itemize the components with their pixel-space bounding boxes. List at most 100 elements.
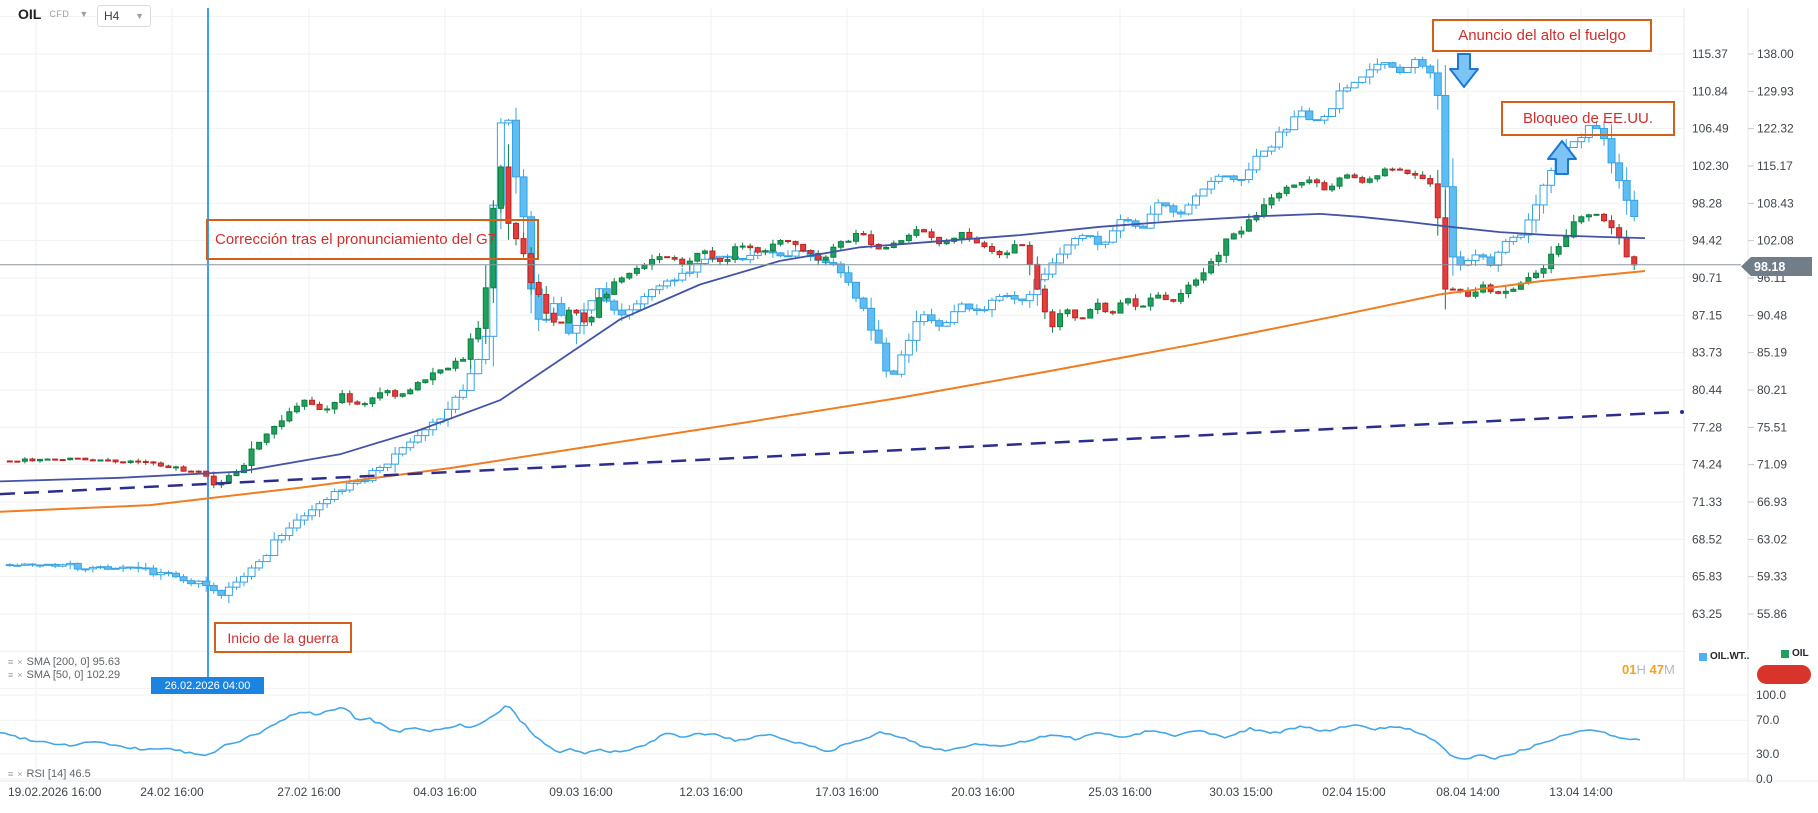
candle-body <box>1350 81 1359 89</box>
candle-body <box>1253 214 1260 221</box>
candle-body <box>135 460 142 463</box>
down-arrow-icon[interactable] <box>1447 52 1481 90</box>
annotation-us-block[interactable]: Bloqueo de EE.UU. <box>1501 101 1675 136</box>
candle-body <box>942 322 951 327</box>
candle-body <box>1427 178 1434 185</box>
legend-item-oil[interactable]: OIL <box>1781 648 1809 659</box>
sma50-line <box>0 212 1646 483</box>
candle-body <box>543 293 550 314</box>
candle-body <box>331 402 338 410</box>
wti-axis-tick: 115.37 <box>1692 47 1728 61</box>
annotation-ceasefire[interactable]: Anuncio del alto el fuelgo <box>1432 19 1652 52</box>
candle-body <box>460 358 467 362</box>
candle-body <box>339 393 346 404</box>
candle-body <box>1215 254 1222 263</box>
indicator-close-icon[interactable]: × <box>17 657 23 667</box>
candle-body <box>785 240 791 243</box>
candle-body <box>972 308 981 311</box>
candle-body <box>1380 62 1389 65</box>
candle-body <box>1237 178 1246 181</box>
candle-body <box>648 289 656 298</box>
candle-body <box>1245 219 1252 232</box>
candle-body <box>1471 254 1480 262</box>
indicator-menu-icon[interactable]: ≡ <box>8 769 14 779</box>
candle-body <box>1306 179 1313 184</box>
time-axis-tick: 04.03 16:00 <box>413 785 477 799</box>
candle-body <box>980 309 989 312</box>
candle-body <box>505 166 512 224</box>
candle-body <box>1146 213 1155 229</box>
candle-body <box>701 250 708 254</box>
candle-body <box>950 311 959 324</box>
rsi-line <box>0 705 1641 760</box>
indicator-close-icon[interactable]: × <box>17 769 23 779</box>
candle-body <box>928 231 935 238</box>
indicator-close-icon[interactable]: × <box>17 670 23 680</box>
candle-body <box>1214 175 1223 182</box>
wti-axis-tick: 87.15 <box>1692 308 1722 322</box>
candle-body <box>1547 170 1556 186</box>
candle-body <box>1321 182 1328 191</box>
candle-body <box>278 420 285 427</box>
candle-body <box>1222 175 1231 178</box>
candle-body <box>407 389 414 395</box>
candle-body <box>391 453 400 465</box>
candle-body <box>474 358 483 375</box>
candle-body <box>188 470 195 473</box>
candle-body <box>422 379 429 384</box>
candle-body <box>1426 65 1435 74</box>
candle-body <box>686 260 693 265</box>
oil-candles-series <box>6 144 1638 489</box>
indicator-menu-icon[interactable]: ≡ <box>8 670 14 680</box>
indicator-menu-icon[interactable]: ≡ <box>8 657 14 667</box>
sell-button[interactable] <box>1757 665 1811 684</box>
candle-body <box>1261 204 1267 216</box>
candle-body <box>1283 186 1290 194</box>
candle-body <box>1593 213 1600 216</box>
candle-body <box>1449 288 1456 291</box>
timeframe-selector[interactable]: H4 ▼ <box>97 5 151 27</box>
candle-body <box>398 447 407 455</box>
candle-body <box>452 360 459 369</box>
candle-body <box>1155 294 1162 299</box>
candle-body <box>1388 62 1397 68</box>
sma200-line <box>0 270 1646 513</box>
candle-body <box>504 119 513 124</box>
candle-body <box>996 250 1003 256</box>
candle-body <box>1501 241 1510 253</box>
candle-body <box>383 463 392 468</box>
candle-body <box>157 462 164 467</box>
candle-body <box>1057 313 1063 328</box>
candle-body <box>51 563 60 567</box>
candle-body <box>1456 256 1465 266</box>
candle-body <box>1472 291 1479 297</box>
symbol-selector[interactable]: OIL CFD ▼ <box>18 6 88 22</box>
candle-body <box>1109 311 1116 314</box>
annotation-war-start[interactable]: Inicio de la guerra <box>214 622 352 653</box>
candle-body <box>1486 256 1495 266</box>
candle-body <box>316 403 323 410</box>
candle-body <box>1132 298 1139 307</box>
candle-body <box>437 369 444 374</box>
candle-body <box>776 252 785 257</box>
candle-body <box>1139 225 1148 229</box>
candle-body <box>1192 195 1200 206</box>
candle-body <box>649 259 655 266</box>
candle-body <box>981 242 988 248</box>
candle-body <box>897 354 906 375</box>
current-price-tag: 98.18 <box>1741 257 1812 276</box>
candle-body <box>142 461 149 464</box>
legend-item-wti[interactable]: OIL.WT.. <box>1699 651 1749 662</box>
candle-body <box>1048 262 1057 275</box>
candle-body <box>1260 150 1268 157</box>
candle-body <box>815 252 822 261</box>
candle-body <box>1290 116 1299 131</box>
candle-body <box>1433 72 1442 96</box>
candle-body <box>1161 202 1170 207</box>
candle-body <box>883 246 890 250</box>
up-arrow-icon[interactable] <box>1545 138 1579 176</box>
candle-body <box>1411 59 1420 68</box>
annotation-g7-correction[interactable]: Corrección tras el pronunciamiento del G… <box>206 219 539 260</box>
candle-body <box>256 441 263 450</box>
